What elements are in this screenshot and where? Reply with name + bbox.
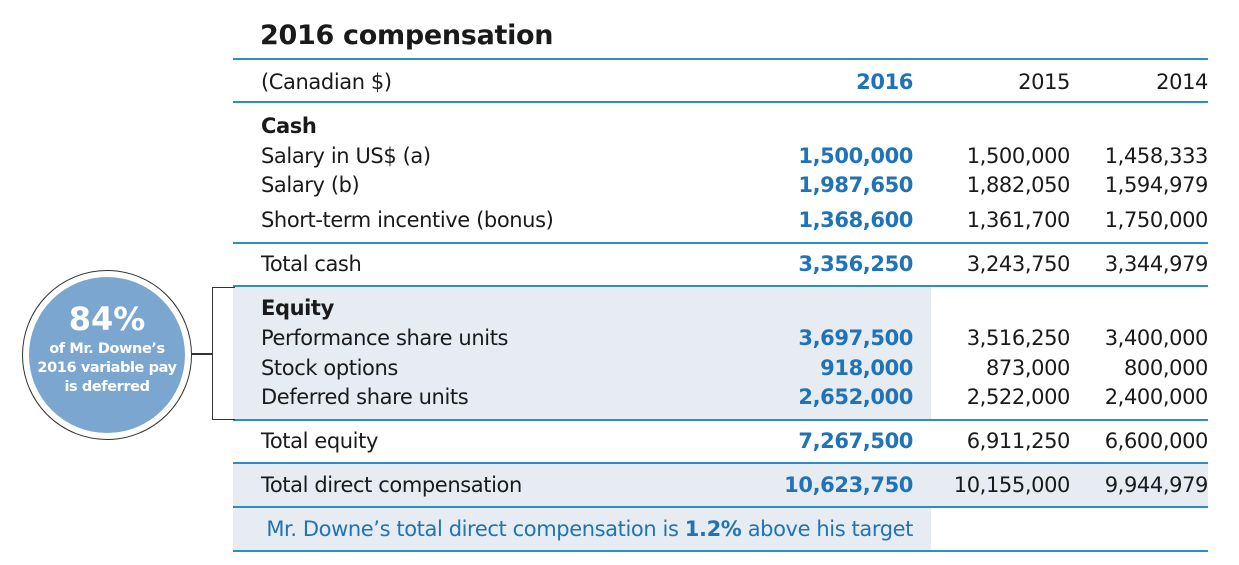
rule-header	[233, 101, 1208, 103]
table-cell-2016: 918,000	[820, 356, 913, 380]
header-2014: 2014	[1156, 70, 1208, 94]
total-cash-label: Total cash	[261, 252, 362, 276]
callout-percent: 84%	[68, 300, 146, 338]
target-note-pct: 1.2%	[684, 517, 742, 541]
equity-bracket	[212, 287, 235, 420]
rule-total-direct-bottom	[233, 506, 1208, 508]
rule-top	[233, 58, 1208, 60]
callout-line: is deferred	[64, 379, 150, 395]
table-row-label: Short-term incentive (bonus)	[261, 208, 554, 232]
total-direct-2014: 9,944,979	[1104, 473, 1209, 497]
callout-line: of Mr. Downe’s	[49, 341, 165, 357]
equity-shade	[233, 287, 931, 419]
table-cell-2014: 3,400,000	[1104, 326, 1209, 350]
total-direct-2015: 10,155,000	[953, 473, 1071, 497]
table-cell-2014: 1,594,979	[1104, 173, 1209, 197]
table-cell-2016: 3,697,500	[798, 326, 913, 350]
page-title: 2016 compensation	[260, 20, 554, 51]
table-cell-2015: 1,361,700	[966, 208, 1071, 232]
callout-line: 2016 variable pay	[37, 360, 177, 376]
equity-heading: Equity	[261, 296, 334, 320]
table-row-label: Deferred share units	[261, 385, 469, 409]
total-equity-label: Total equity	[261, 429, 378, 453]
table-cell-2015: 1,500,000	[966, 144, 1071, 168]
total-direct-2016: 10,623,750	[784, 473, 913, 497]
total-direct-shade	[233, 463, 1208, 506]
table-row-label: Salary (b)	[261, 173, 360, 197]
table-cell-2016: 1,987,650	[798, 173, 913, 197]
rule-bottom	[233, 550, 1208, 552]
table-row-label: Salary in US$ (a)	[261, 144, 431, 168]
rule-equity-total	[233, 419, 1208, 421]
table-cell-2014: 2,400,000	[1104, 385, 1209, 409]
table-cell-2014: 1,458,333	[1104, 144, 1209, 168]
table-cell-2016: 2,652,000	[798, 385, 913, 409]
total-cash-2014: 3,344,979	[1104, 252, 1209, 276]
header-label: (Canadian $)	[261, 70, 392, 94]
rule-total-cash-bottom	[233, 285, 1208, 287]
callout-text: of Mr. Downe’s 2016 variable pay is defe…	[29, 340, 185, 397]
header-2016: 2016	[856, 70, 913, 94]
target-note-text: Mr. Downe’s total direct compensation is	[266, 517, 685, 541]
table-cell-2015: 1,882,050	[966, 173, 1071, 197]
callout-connector	[190, 353, 212, 355]
rule-cash-total	[233, 242, 1208, 244]
total-equity-2014: 6,600,000	[1104, 429, 1209, 453]
cash-heading: Cash	[261, 114, 317, 138]
total-cash-2016: 3,356,250	[798, 252, 913, 276]
total-direct-label: Total direct compensation	[261, 473, 522, 497]
table-cell-2014: 800,000	[1123, 356, 1208, 380]
table-cell-2015: 2,522,000	[966, 385, 1071, 409]
header-2015: 2015	[1018, 70, 1070, 94]
table-cell-2014: 1,750,000	[1104, 208, 1209, 232]
table-row-label: Stock options	[261, 356, 398, 380]
note-shade	[233, 507, 931, 551]
target-note: Mr. Downe’s total direct compensation is…	[266, 516, 913, 542]
total-equity-2016: 7,267,500	[798, 429, 913, 453]
target-note-suffix: above his target	[741, 517, 914, 541]
rule-total-equity-bottom	[233, 462, 1208, 464]
table-cell-2016: 1,500,000	[798, 144, 913, 168]
table-cell-2016: 1,368,600	[798, 208, 913, 232]
total-equity-2015: 6,911,250	[966, 429, 1071, 453]
table-cell-2015: 3,516,250	[966, 326, 1071, 350]
table-row-label: Performance share units	[261, 326, 509, 350]
total-cash-2015: 3,243,750	[966, 252, 1071, 276]
callout-bubble: 84% of Mr. Downe’s 2016 variable pay is …	[29, 277, 185, 433]
table-cell-2015: 873,000	[985, 356, 1070, 380]
